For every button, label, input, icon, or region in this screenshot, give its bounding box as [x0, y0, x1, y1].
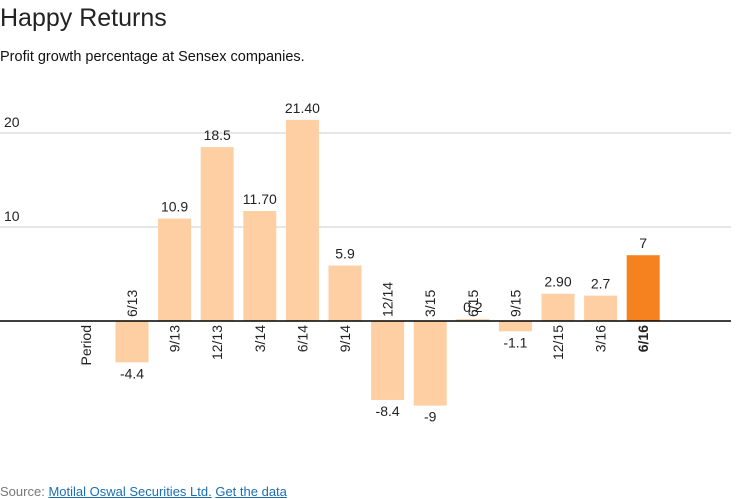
data-label: -9: [424, 409, 437, 425]
source-link[interactable]: Motilal Oswal Securities Ltd.: [48, 484, 212, 499]
data-label: 11.70: [243, 191, 277, 207]
chart-subtitle: Profit growth percentage at Sensex compa…: [0, 49, 305, 65]
bar: [115, 321, 149, 363]
bar: [498, 321, 532, 332]
bar: [371, 321, 405, 400]
x-axis-title: Period: [78, 325, 94, 365]
category-label: 3/14: [252, 325, 268, 352]
bar: [328, 265, 362, 321]
bar: [413, 321, 447, 406]
category-label: 3/15: [422, 290, 438, 317]
get-data-link[interactable]: Get the data: [215, 484, 287, 499]
data-label: 7: [639, 235, 647, 251]
bar: [200, 147, 234, 321]
category-label: 6/15: [465, 290, 481, 317]
category-label: 9/13: [167, 325, 183, 352]
bar: [584, 295, 618, 321]
data-label: 5.9: [335, 246, 355, 262]
bar: [285, 119, 319, 321]
category-label: 9/14: [337, 325, 353, 352]
source-line: Source: Motilal Oswal Securities Ltd. Ge…: [0, 484, 287, 499]
category-label: 3/16: [593, 325, 609, 352]
category-label: 12/13: [209, 325, 225, 360]
data-label: 21.40: [285, 100, 320, 116]
y-tick-label: 20: [4, 114, 20, 130]
chart-title: Happy Returns: [0, 4, 167, 32]
bar: [456, 319, 490, 321]
data-label: -1.1: [503, 334, 527, 350]
bar: [158, 218, 192, 321]
bar: [626, 255, 660, 321]
category-label: 9/15: [507, 290, 523, 317]
category-label: 12/15: [550, 325, 566, 360]
category-label: 12/14: [380, 282, 396, 317]
category-label: 6/13: [124, 290, 140, 317]
data-label: 10.9: [161, 199, 188, 215]
source-prefix: Source:: [0, 484, 45, 499]
data-label: 18.5: [204, 127, 231, 143]
data-label: -4.4: [120, 365, 144, 381]
category-label: 6/14: [294, 325, 310, 352]
category-label: 6/16: [635, 325, 651, 352]
data-label: -8.4: [376, 403, 400, 419]
bar: [243, 211, 277, 321]
bar: [541, 293, 575, 321]
data-label: 0.2: [463, 299, 483, 315]
y-tick-label: 10: [4, 208, 20, 224]
data-label: 2.7: [591, 276, 611, 292]
data-label: 2.90: [544, 274, 571, 290]
